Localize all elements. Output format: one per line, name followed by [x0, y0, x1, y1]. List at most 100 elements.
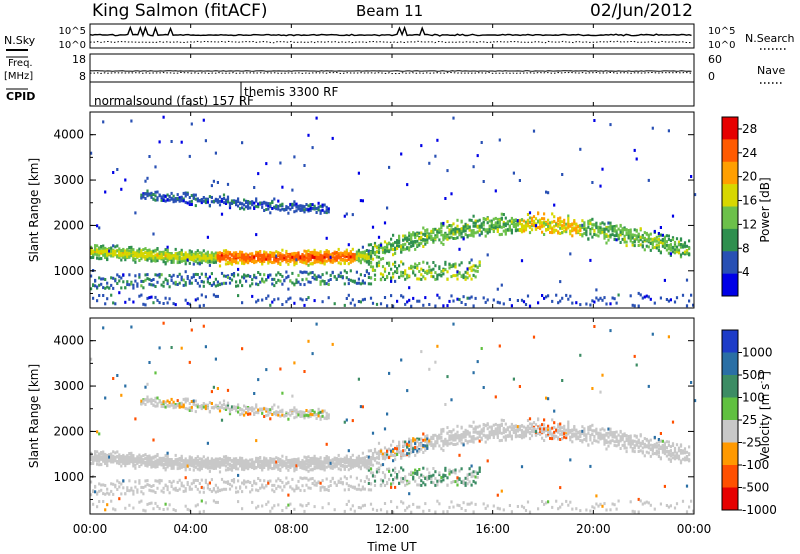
power-gate: [198, 276, 201, 279]
date-title: 02/Jun/2012: [590, 1, 693, 21]
power-gate: [132, 300, 135, 304]
velocity-gate: [174, 403, 177, 406]
power-gate: [355, 252, 358, 256]
power-gate: [661, 238, 664, 241]
power-gate: [208, 203, 211, 207]
power-gate: [114, 279, 117, 283]
power-gate: [412, 231, 415, 235]
velocity-gate: [279, 462, 282, 466]
power-gate: [474, 221, 477, 225]
velocity-gate: [118, 481, 121, 485]
power-gate: [104, 302, 107, 306]
power-gate: [150, 195, 153, 199]
velocity-gate: [317, 411, 320, 415]
power-gate: [96, 285, 99, 289]
velocity-gate: [245, 485, 248, 489]
power-gate: [224, 250, 228, 254]
velocity-gate: [212, 464, 215, 468]
velocity-gate: [178, 457, 181, 461]
power-gate: [375, 255, 379, 259]
power-gate: [243, 259, 246, 263]
power-gate: [275, 254, 278, 258]
power-gate: [434, 227, 437, 231]
power-gate: [291, 255, 294, 259]
power-gate: [144, 247, 147, 251]
velocity-gate: [192, 481, 195, 485]
power-gate: [178, 255, 181, 259]
velocity-gate: [112, 450, 115, 454]
power-gate: [146, 250, 149, 253]
power-gate: [498, 138, 501, 142]
velocity-gate: [190, 487, 193, 491]
power-gate: [299, 297, 302, 301]
power-gate: [410, 235, 413, 239]
power-gate: [311, 271, 314, 274]
power-gate: [436, 230, 439, 234]
power-gate: [198, 251, 201, 255]
power-gate: [313, 250, 316, 254]
power-gate: [470, 218, 473, 222]
power-gate: [253, 275, 256, 279]
power-gate: [311, 276, 314, 279]
power-gate: [589, 229, 592, 233]
power-gate: [156, 273, 159, 277]
power-gate: [351, 279, 354, 283]
power-gate: [677, 242, 681, 246]
power-gate: [210, 283, 213, 287]
power-gate: [621, 237, 624, 241]
velocity-gate: [305, 456, 308, 460]
velocity-gate: [194, 485, 197, 488]
velocity-gate: [261, 485, 264, 489]
power-gate: [466, 271, 469, 275]
power-gate: [329, 278, 332, 281]
power-gate: [148, 192, 151, 196]
power-gate: [122, 255, 125, 259]
power-gate: [619, 241, 622, 244]
power-gate: [180, 196, 183, 200]
power-gate: [176, 257, 179, 261]
power-gate: [188, 203, 191, 206]
velocity-gate: [130, 455, 133, 459]
power-gate: [261, 205, 264, 209]
power-gate: [313, 261, 316, 265]
velocity-gate: [263, 459, 266, 463]
velocity-gate: [255, 405, 258, 409]
velocity-gate: [174, 405, 177, 409]
velocity-gate: [136, 490, 139, 494]
power-gate: [444, 236, 447, 240]
power-gate: [188, 279, 191, 283]
power-gate: [452, 116, 455, 120]
power-gate: [619, 230, 622, 234]
power-gate: [321, 273, 324, 277]
power-gate: [657, 249, 660, 252]
power-gate: [259, 250, 262, 253]
velocity-gate: [202, 509, 205, 513]
power-gate: [470, 230, 473, 234]
power-gate: [438, 230, 441, 234]
power-gate: [259, 260, 262, 263]
velocity-gate: [235, 490, 238, 494]
power-gate: [428, 161, 431, 165]
power-gate: [237, 267, 240, 271]
power-gate: [106, 253, 109, 257]
velocity-gate: [176, 399, 179, 403]
velocity-gate: [132, 456, 135, 460]
velocity-gate: [232, 461, 236, 465]
power-gate: [589, 303, 592, 307]
power-gate: [285, 249, 288, 253]
velocity-gate: [293, 406, 296, 410]
power-gate: [239, 207, 242, 211]
power-gate: [279, 273, 282, 276]
velocity-gate: [168, 463, 171, 466]
power-gate: [184, 262, 187, 266]
power-gate: [522, 219, 526, 223]
power-gate: [462, 273, 465, 277]
power-gate: [659, 241, 662, 244]
velocity-gate: [206, 441, 209, 445]
power-gate: [637, 244, 640, 247]
power-gate: [180, 140, 183, 144]
velocity-gate: [160, 404, 163, 408]
power-gate: [571, 301, 574, 305]
power-gate: [152, 249, 155, 253]
power-gate: [506, 228, 509, 232]
